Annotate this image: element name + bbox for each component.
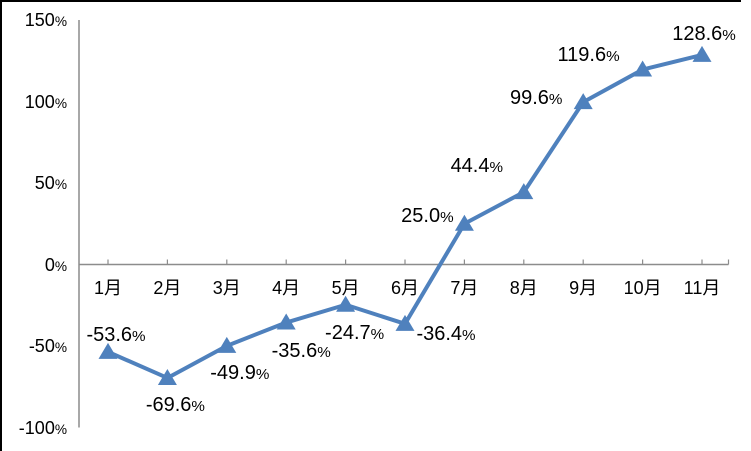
data-point-marker (276, 313, 296, 330)
data-point-marker (157, 368, 177, 385)
data-point-marker (395, 314, 415, 331)
data-point-marker (98, 342, 118, 359)
data-point-marker (633, 60, 653, 77)
data-point-marker (454, 214, 474, 231)
data-point-marker (336, 295, 356, 312)
data-point-marker (573, 93, 593, 110)
data-point-marker (514, 183, 534, 200)
data-point-marker (692, 45, 712, 62)
chart-frame-border-left (0, 0, 2, 451)
data-point-marker (217, 336, 237, 353)
chart-frame-border-top (0, 0, 741, 2)
